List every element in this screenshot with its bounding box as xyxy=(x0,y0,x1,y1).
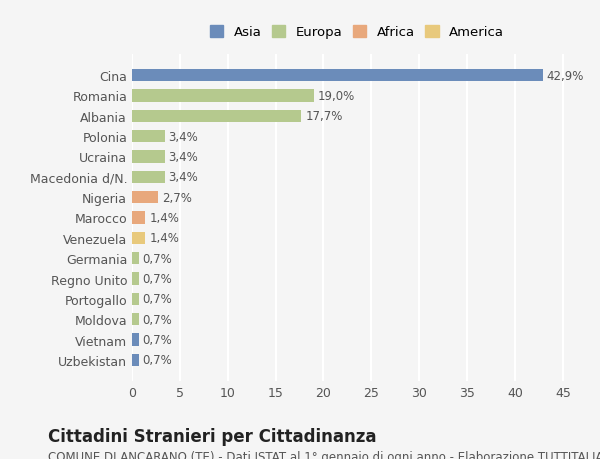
Text: COMUNE DI ANCARANO (TE) - Dati ISTAT al 1° gennaio di ogni anno - Elaborazione T: COMUNE DI ANCARANO (TE) - Dati ISTAT al … xyxy=(48,450,600,459)
Text: 0,7%: 0,7% xyxy=(143,272,172,285)
Text: 0,7%: 0,7% xyxy=(143,293,172,306)
Legend: Asia, Europa, Africa, America: Asia, Europa, Africa, America xyxy=(203,19,511,46)
Bar xyxy=(132,313,139,325)
Text: 1,4%: 1,4% xyxy=(149,232,179,245)
Bar xyxy=(132,293,139,305)
Bar xyxy=(132,212,145,224)
Bar xyxy=(132,334,139,346)
Bar xyxy=(132,252,139,265)
Text: 3,4%: 3,4% xyxy=(169,130,198,143)
Bar xyxy=(132,70,543,82)
Bar xyxy=(132,90,314,102)
Bar xyxy=(132,151,164,163)
Bar xyxy=(132,192,158,204)
Text: 17,7%: 17,7% xyxy=(305,110,343,123)
Text: 42,9%: 42,9% xyxy=(547,69,584,83)
Text: 2,7%: 2,7% xyxy=(161,191,191,204)
Text: 0,7%: 0,7% xyxy=(143,333,172,346)
Text: Cittadini Stranieri per Cittadinanza: Cittadini Stranieri per Cittadinanza xyxy=(48,427,377,445)
Bar xyxy=(132,171,164,184)
Text: 0,7%: 0,7% xyxy=(143,353,172,367)
Text: 1,4%: 1,4% xyxy=(149,212,179,224)
Text: 3,4%: 3,4% xyxy=(169,151,198,164)
Bar xyxy=(132,354,139,366)
Text: 19,0%: 19,0% xyxy=(318,90,355,103)
Text: 3,4%: 3,4% xyxy=(169,171,198,184)
Bar xyxy=(132,111,301,123)
Bar xyxy=(132,232,145,244)
Bar xyxy=(132,273,139,285)
Bar xyxy=(132,131,164,143)
Text: 0,7%: 0,7% xyxy=(143,252,172,265)
Text: 0,7%: 0,7% xyxy=(143,313,172,326)
